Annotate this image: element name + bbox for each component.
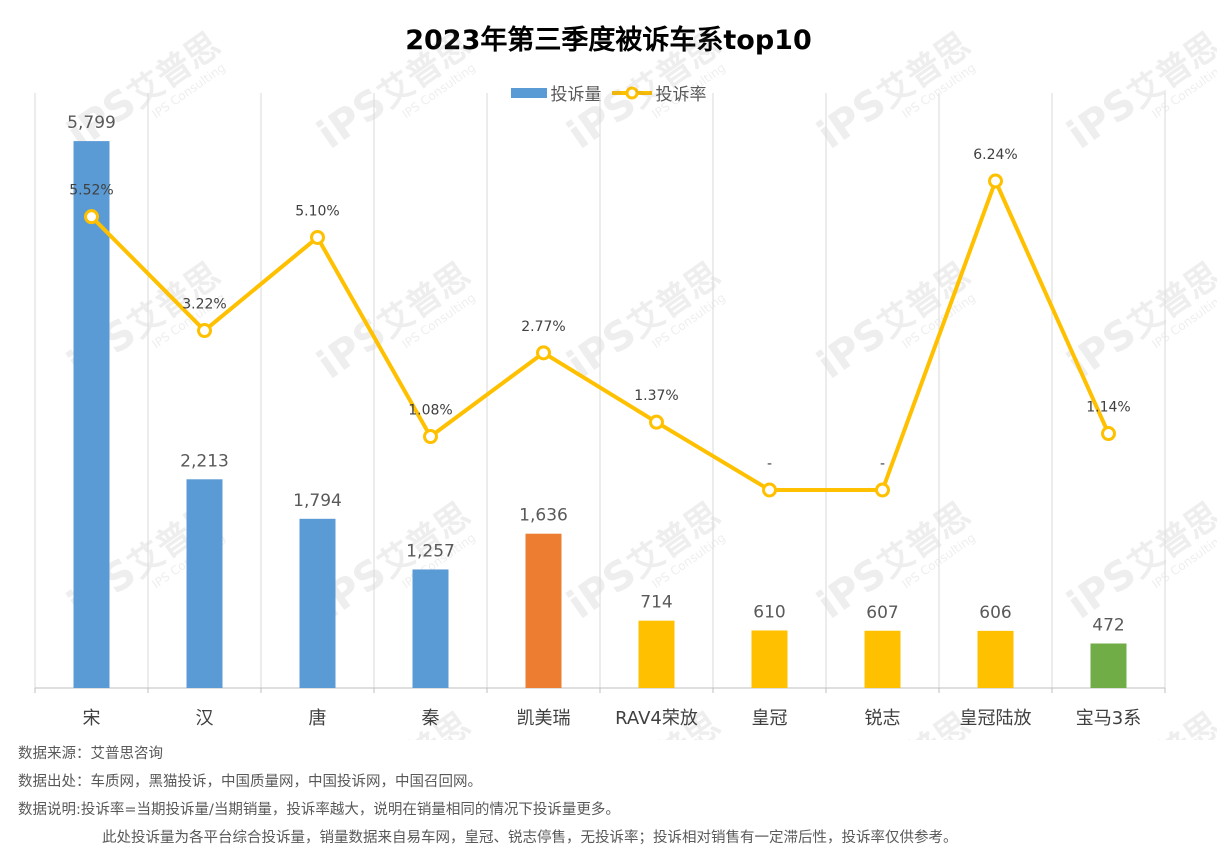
bar-value-label: 606 — [979, 603, 1011, 623]
x-tick-label: 秦 — [422, 708, 440, 729]
line-point — [197, 323, 212, 339]
line-series — [90, 179, 1111, 492]
note-remark: 此处投诉量为各平台综合投诉量，销量数据来自易车网，皇冠、锐志停售，无投诉率；投诉… — [102, 830, 958, 846]
line-value-label: 2.77% — [521, 319, 565, 335]
bar — [977, 630, 1014, 688]
x-tick-label: 宝马3系 — [1076, 708, 1141, 729]
line-value-label: - — [767, 456, 772, 472]
line-value-label: 1.37% — [634, 388, 678, 404]
line-value-label: 6.24% — [973, 147, 1017, 163]
bar-value-label: 472 — [1092, 615, 1124, 635]
bar — [864, 630, 901, 688]
line-point — [423, 429, 438, 445]
line-value-label: 3.22% — [182, 297, 226, 313]
bar — [751, 630, 788, 688]
bar-value-label: 607 — [866, 603, 898, 623]
legend-item-bar: 投诉量 — [510, 80, 602, 105]
x-tick-label: 锐志 — [865, 708, 901, 729]
line-value-label: 5.10% — [295, 203, 339, 219]
bar — [638, 620, 675, 688]
line-value-label: 1.08% — [408, 403, 452, 419]
bar-value-label: 1,257 — [406, 541, 455, 561]
line-point — [536, 345, 551, 361]
x-tick-label: 皇冠陆放 — [960, 708, 1032, 729]
bar-value-label: 2,213 — [180, 451, 229, 471]
line-value-label: 1.14% — [1086, 400, 1130, 416]
legend-line-label: 投诉率 — [655, 85, 707, 105]
line-point — [1101, 426, 1116, 442]
line-value-label: - — [880, 456, 885, 472]
legend-bar-swatch — [510, 87, 547, 98]
bar-value-label: 1,636 — [519, 506, 568, 526]
bar-value-label: 5,799 — [67, 113, 116, 133]
x-tick-label: 唐 — [309, 708, 327, 729]
bar — [412, 569, 449, 688]
line-value-label: 5.52% — [69, 183, 113, 199]
note-origin: 数据出处：车质网，黑猫投诉，中国质量网，中国投诉网，中国召回网。 — [18, 774, 482, 790]
line-point — [762, 482, 777, 498]
source-notes: 数据来源：艾普思咨询 数据出处：车质网，黑猫投诉，中国质量网，中国投诉网，中国召… — [18, 740, 958, 852]
bar-value-label: 1,794 — [293, 491, 342, 511]
bar — [525, 533, 562, 688]
x-tick-label: 汉 — [196, 708, 214, 729]
legend-item-line: 投诉率 — [611, 80, 707, 105]
legend-bar-label: 投诉量 — [550, 85, 602, 105]
bar — [1090, 643, 1127, 688]
bar-value-label: 610 — [753, 602, 785, 622]
line-point — [310, 229, 325, 245]
line-point — [988, 173, 1003, 189]
x-tick-label: 凯美瑞 — [517, 708, 571, 729]
legend-line-swatch — [611, 86, 652, 99]
chart-title: 2023年第三季度被诉车系top10 — [405, 25, 812, 56]
line-point — [875, 482, 890, 498]
legend: 投诉量 投诉率 — [0, 80, 1217, 105]
x-tick-label: RAV4荣放 — [615, 708, 698, 729]
note-source: 数据来源：艾普思咨询 — [18, 746, 163, 762]
bar — [186, 479, 223, 688]
bar-value-label: 714 — [640, 593, 672, 613]
bar — [299, 518, 336, 688]
bar — [73, 141, 110, 689]
x-tick-label: 宋 — [83, 708, 101, 729]
note-explanation: 数据说明:投诉率=当期投诉量/当期销量，投诉率越大，说明在销量相同的情况下投诉量… — [18, 802, 620, 818]
x-tick-label: 皇冠 — [752, 708, 788, 729]
line-point — [649, 414, 664, 430]
line-point — [84, 209, 99, 225]
